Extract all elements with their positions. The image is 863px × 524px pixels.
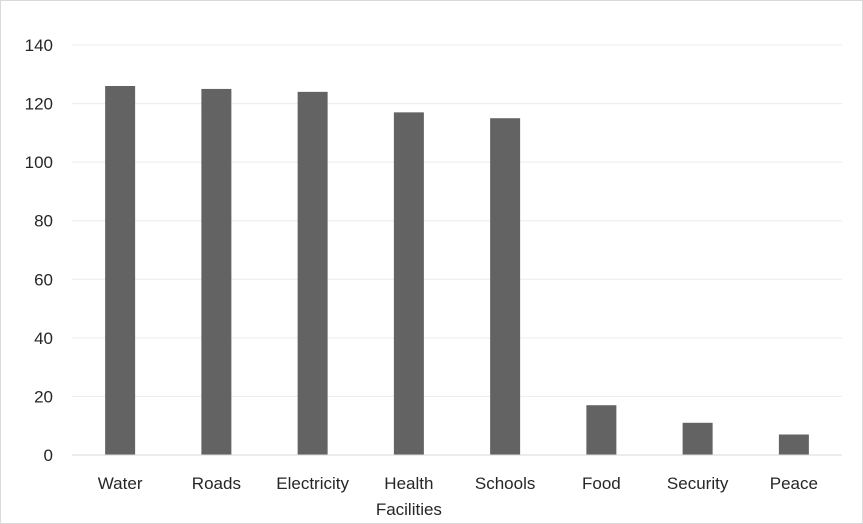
bar xyxy=(393,112,424,455)
x-category-label: Water xyxy=(98,474,143,493)
x-category-label: Roads xyxy=(192,474,241,493)
y-tick-label: 40 xyxy=(34,329,53,348)
y-tick-label: 80 xyxy=(34,212,53,231)
x-category-labels: Water Roads Electricity Health Facilities Sch… xyxy=(98,474,818,519)
bars xyxy=(105,86,809,455)
x-category-label: Food xyxy=(582,474,621,493)
x-category-label: Health xyxy=(384,474,433,493)
y-tick-label: 120 xyxy=(25,95,53,114)
y-tick-label: 0 xyxy=(44,446,53,465)
y-tick-label: 20 xyxy=(34,387,53,406)
x-category-label: Security xyxy=(667,474,729,493)
bar xyxy=(778,434,809,455)
y-tick-label: 100 xyxy=(25,153,53,172)
y-tick-labels: 0 20 40 60 80 100 120 140 xyxy=(25,36,53,465)
x-category-label: Electricity xyxy=(276,474,349,493)
bar xyxy=(201,88,232,455)
bar xyxy=(490,118,521,455)
x-category-label: Schools xyxy=(475,474,535,493)
bar xyxy=(105,86,136,455)
y-tick-label: 60 xyxy=(34,270,53,289)
bar xyxy=(297,91,328,455)
bar xyxy=(586,405,617,455)
gridlines xyxy=(72,44,842,397)
y-tick-label: 140 xyxy=(25,36,53,55)
x-category-label: Peace xyxy=(770,474,818,493)
bar xyxy=(682,422,713,455)
x-category-label: Facilities xyxy=(376,500,442,519)
